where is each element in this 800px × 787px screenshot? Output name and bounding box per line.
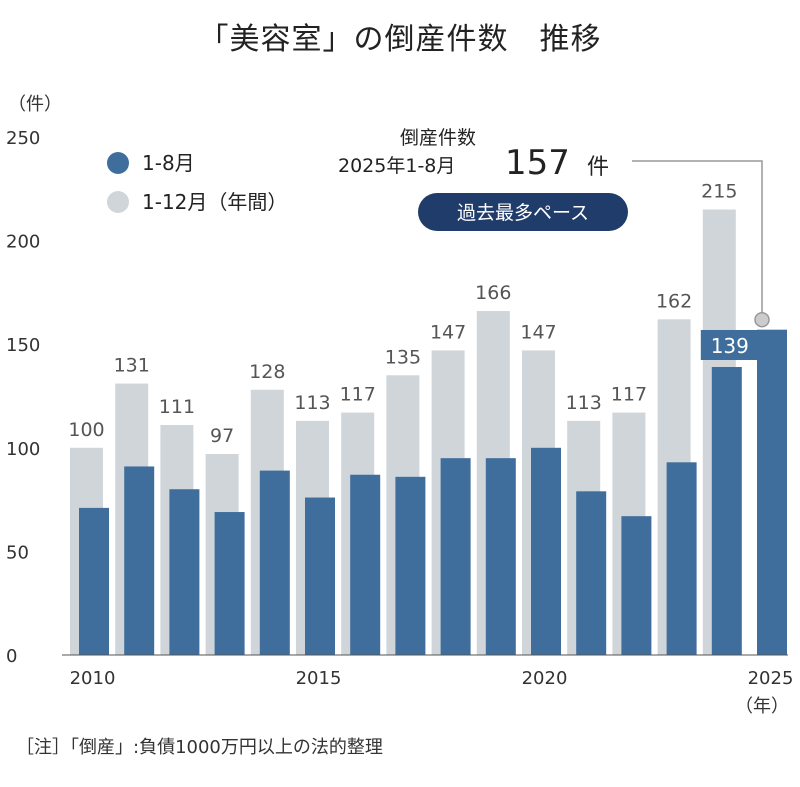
- legend: 1-8月 1-12月（年間）: [107, 151, 287, 214]
- bar-full-year-label: 117: [611, 384, 647, 406]
- bar-full-year-label: 117: [340, 384, 376, 406]
- bar-jan-aug-label: 139: [711, 334, 749, 358]
- x-tick-label: 2015: [296, 668, 342, 689]
- x-tick-label: 2025: [748, 668, 794, 689]
- bar-full-year-label: 147: [520, 321, 556, 343]
- x-tick-label: 2010: [70, 668, 116, 689]
- bars: 100 131 111 97 128 113 117 135 147 166 147 113 117 16…: [68, 181, 787, 655]
- y-tick-label: 100: [6, 439, 40, 460]
- bar-jan-aug: [440, 458, 471, 655]
- bar-full-year-label: 162: [656, 290, 692, 312]
- bar-full-year-label: 100: [68, 419, 104, 441]
- bar-full-year-label: 215: [701, 181, 737, 203]
- bar-full-year-label: 131: [114, 355, 150, 377]
- bar-full-year-label: 97: [210, 425, 234, 447]
- bar-jan-aug: [757, 329, 787, 655]
- bar-jan-aug: [79, 507, 109, 655]
- legend-label-full-year: 1-12月（年間）: [142, 190, 287, 214]
- annotation-unit: 件: [587, 155, 609, 180]
- bar-jan-aug: [666, 462, 697, 655]
- y-axis: （件） 0 50 100 150 200 250: [6, 94, 62, 667]
- bar-jan-aug: [214, 512, 245, 655]
- y-tick-label: 200: [6, 232, 40, 253]
- bar-full-year-label: 128: [249, 361, 285, 383]
- bar-jan-aug: [531, 447, 561, 655]
- bar-jan-aug: [621, 516, 652, 655]
- y-tick-label: 50: [6, 542, 29, 563]
- annotation-line2: 2025年1-8月: [338, 155, 455, 177]
- bar-full-year-label: 147: [430, 321, 466, 343]
- bar-jan-aug: [395, 476, 426, 655]
- footnote: ［注］「倒産」:負債1000万円以上の法的整理: [16, 737, 383, 758]
- bar-jan-aug: [711, 366, 742, 655]
- bar-jan-aug: [485, 458, 516, 655]
- y-tick-label: 250: [6, 128, 40, 149]
- annotation-value: 157: [505, 143, 570, 183]
- bar-full-year-label: 166: [475, 282, 511, 304]
- annotation-leader-line: [632, 160, 763, 320]
- annotation-leader-dot: [754, 311, 770, 328]
- x-axis: 2010 2015 2020 2025 （年）: [62, 654, 794, 717]
- annotation-badge-label: 過去最多ペース: [457, 202, 589, 224]
- bar-jan-aug: [305, 497, 335, 655]
- x-axis-unit: （年）: [735, 696, 789, 717]
- bar-full-year-label: 113: [294, 392, 330, 414]
- bar-full-year-label: 135: [385, 346, 421, 368]
- annotation-badge: [418, 193, 628, 231]
- legend-swatch-full-year: [107, 191, 129, 213]
- y-tick-label: 0: [6, 646, 17, 667]
- y-axis-unit: （件）: [8, 94, 62, 115]
- legend-label-jan-aug: 1-8月: [142, 151, 195, 175]
- bar-jan-aug: [259, 470, 290, 655]
- x-tick-label: 2020: [522, 668, 568, 689]
- bar-jan-aug: [124, 466, 155, 655]
- bar-jan-aug-callout: [700, 329, 759, 360]
- bar-full-year-label: 111: [159, 396, 195, 418]
- y-tick-label: 150: [6, 335, 40, 356]
- chart-title: 「美容室」の倒産件数 推移: [198, 22, 602, 57]
- bar-jan-aug: [350, 474, 381, 655]
- bar-full-year-label: 113: [566, 392, 602, 414]
- annotation-line1: 倒産件数: [400, 127, 476, 149]
- legend-swatch-jan-aug: [107, 152, 129, 174]
- bar-jan-aug: [576, 491, 607, 655]
- bar-jan-aug: [169, 489, 200, 655]
